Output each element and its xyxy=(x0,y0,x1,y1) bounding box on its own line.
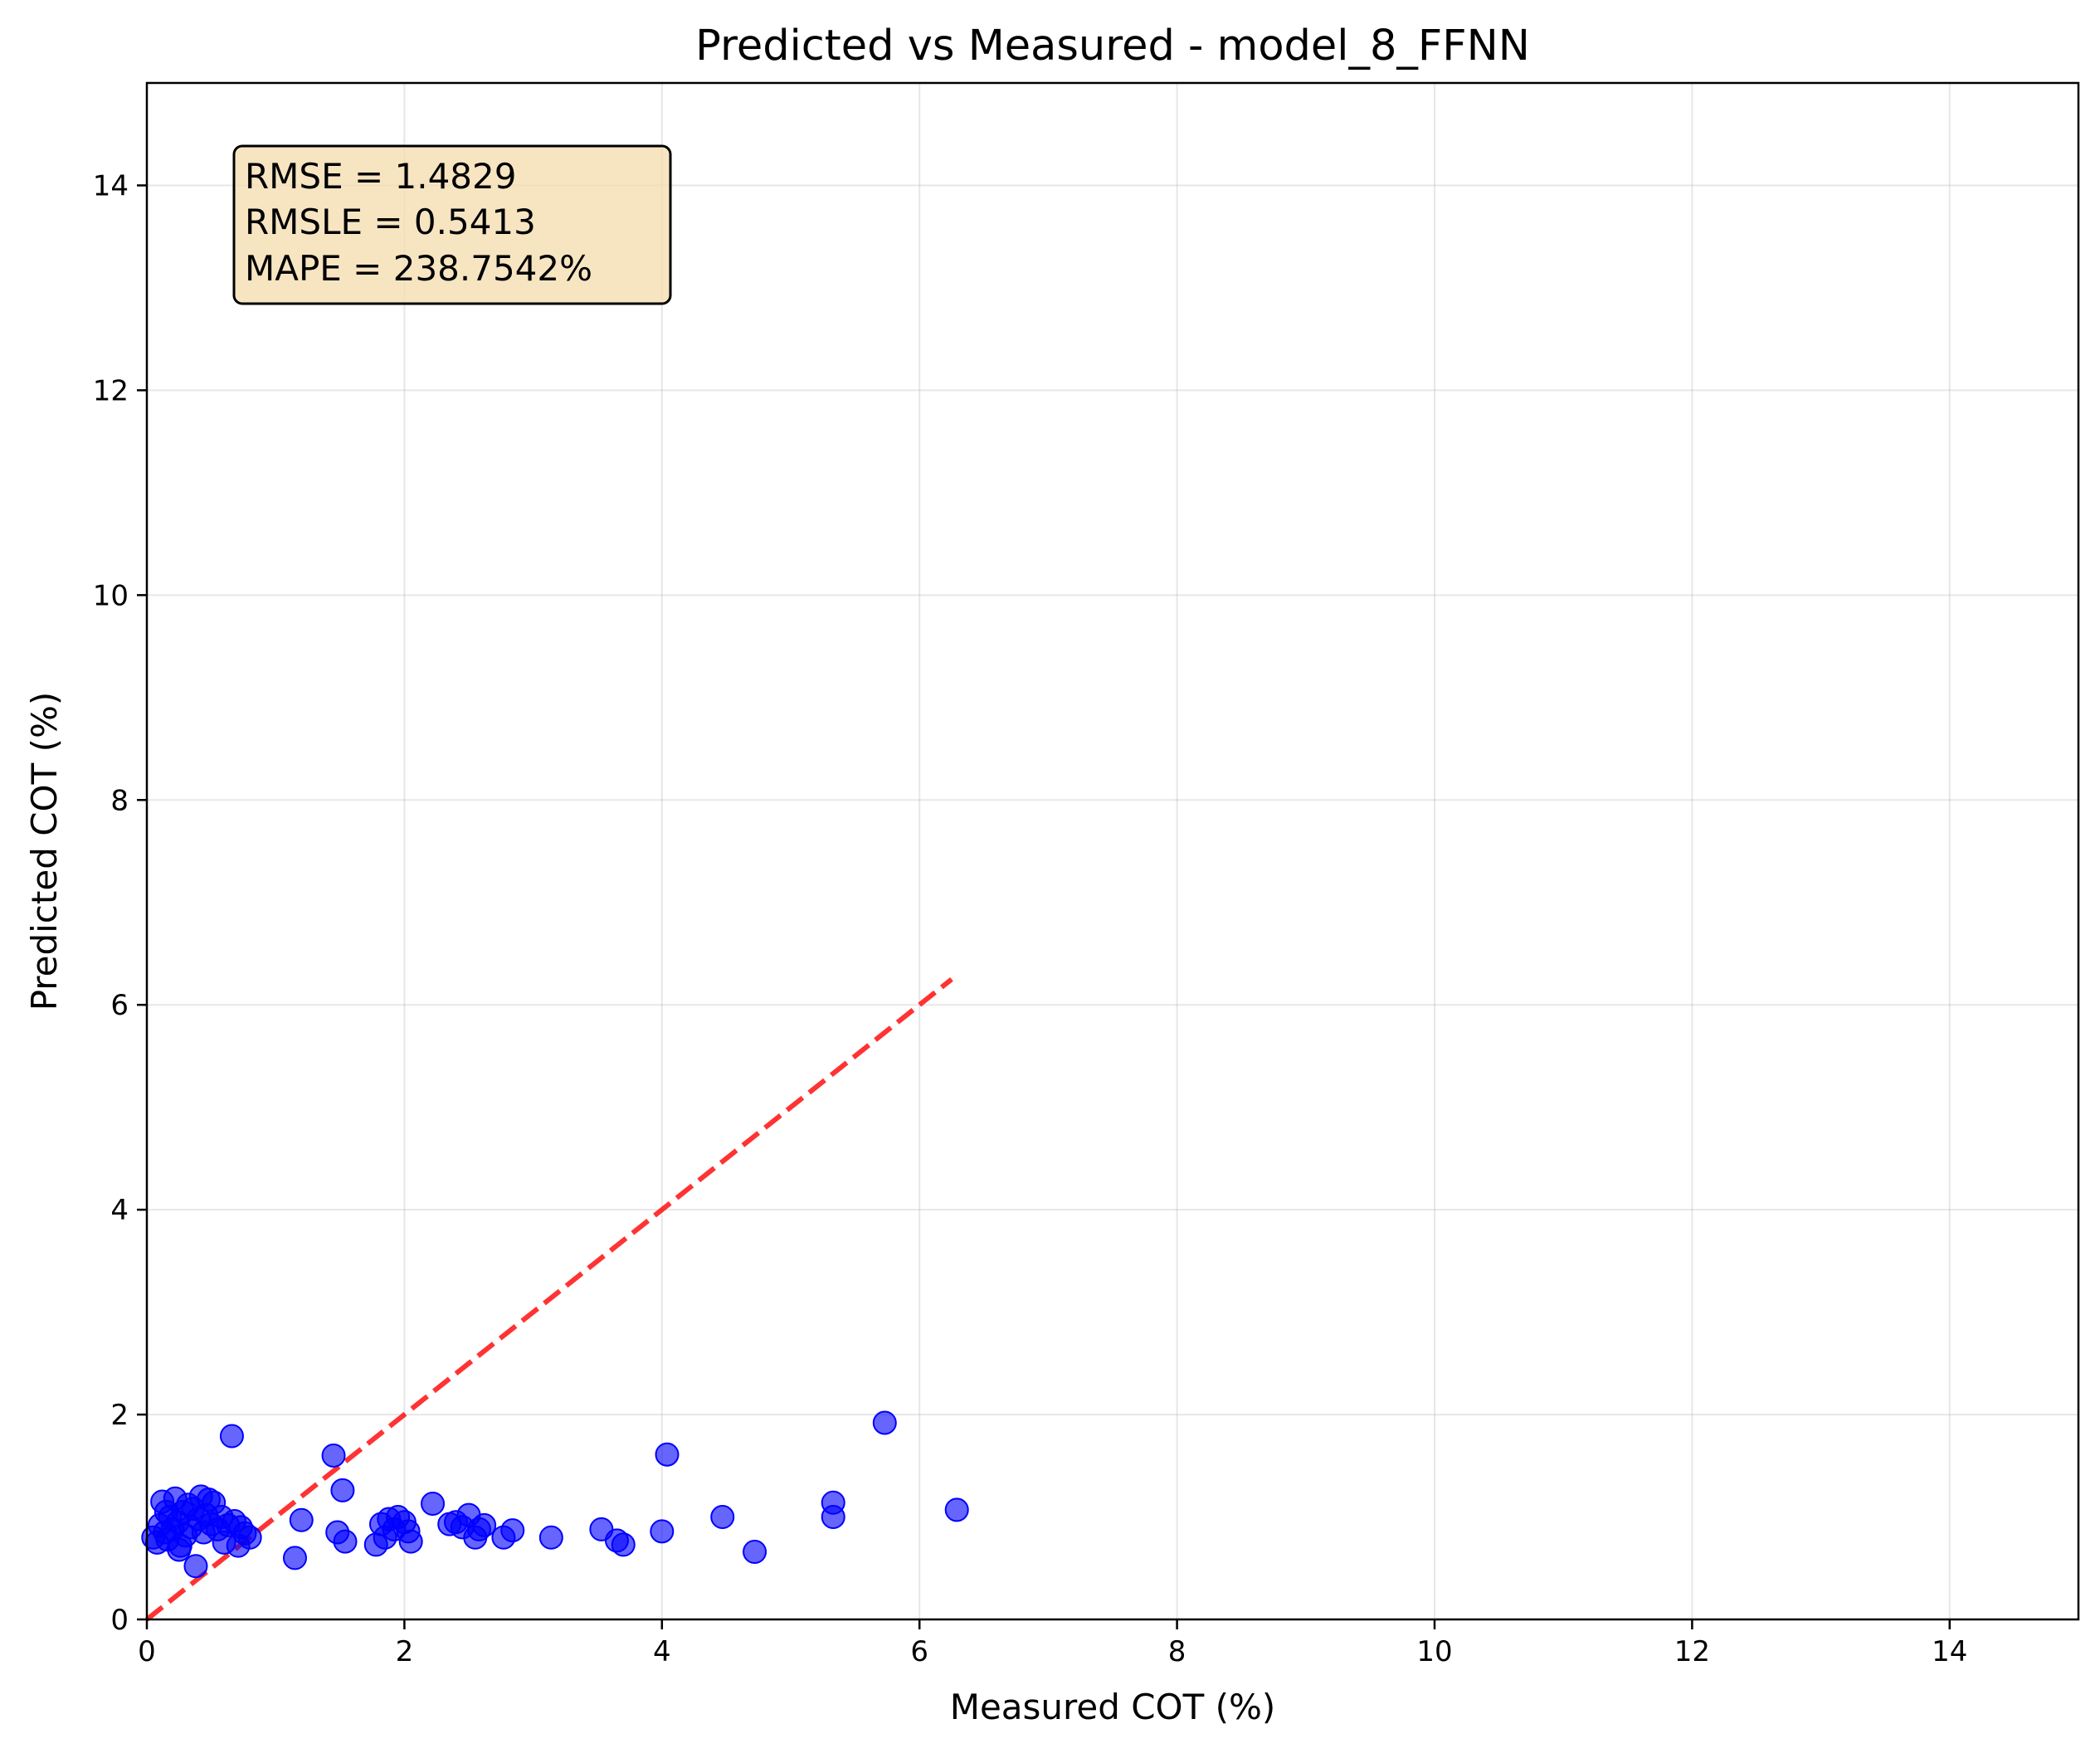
y-tick-label: 6 xyxy=(110,989,129,1022)
data-point xyxy=(183,1554,208,1579)
x-tick-label: 0 xyxy=(138,1635,156,1668)
data-point xyxy=(398,1529,423,1554)
x-tick-label: 10 xyxy=(1416,1635,1452,1668)
x-tick-label: 4 xyxy=(653,1635,671,1668)
x-tick-label: 12 xyxy=(1674,1635,1710,1668)
x-tick-label: 6 xyxy=(910,1635,928,1668)
stats-rmsle: RMSLE = 0.5413 xyxy=(245,202,536,242)
data-point xyxy=(710,1505,735,1530)
data-point xyxy=(333,1529,358,1554)
x-tick-label: 8 xyxy=(1168,1635,1186,1668)
data-point xyxy=(153,1499,178,1524)
data-point xyxy=(321,1443,346,1468)
y-axis-ticks: 0 2 4 6 8 10 12 14 xyxy=(93,169,147,1637)
y-tick-label: 8 xyxy=(110,784,129,817)
y-tick-label: 12 xyxy=(93,374,129,407)
x-axis-label: Measured COT (%) xyxy=(950,1687,1276,1727)
data-point xyxy=(330,1478,355,1502)
data-points xyxy=(141,1410,969,1579)
reference-line xyxy=(145,976,953,1622)
data-point xyxy=(219,1424,244,1449)
data-point xyxy=(655,1442,680,1467)
y-tick-label: 0 xyxy=(110,1604,129,1637)
y-tick-label: 14 xyxy=(93,169,129,202)
chart-title: Predicted vs Measured - model_8_FFNN xyxy=(695,22,1530,71)
data-point xyxy=(743,1540,767,1565)
y-tick-label: 10 xyxy=(93,579,129,612)
data-point xyxy=(289,1507,314,1532)
stats-box: RMSE = 1.4829 RMSLE = 0.5413 MAPE = 238.… xyxy=(232,144,672,305)
stats-mape: MAPE = 238.7542% xyxy=(245,248,592,289)
data-point xyxy=(872,1410,897,1435)
data-point xyxy=(650,1519,675,1544)
x-tick-label: 14 xyxy=(1932,1635,1967,1668)
stats-box-background xyxy=(232,144,672,305)
x-tick-label: 2 xyxy=(396,1635,414,1668)
y-tick-label: 2 xyxy=(110,1399,129,1432)
data-point xyxy=(472,1512,497,1537)
y-axis-label: Predicted COT (%) xyxy=(24,692,65,1011)
y-tick-label: 4 xyxy=(110,1194,129,1227)
data-point xyxy=(237,1525,262,1550)
data-point xyxy=(538,1525,563,1550)
x-axis-ticks: 0 2 4 6 8 10 12 14 xyxy=(138,1619,1967,1668)
plot-frame xyxy=(145,81,2080,1621)
stats-rmse: RMSE = 1.4829 xyxy=(245,156,516,197)
data-point xyxy=(611,1532,636,1557)
data-point xyxy=(944,1497,969,1522)
data-point xyxy=(167,1537,192,1562)
data-point xyxy=(421,1491,446,1516)
data-point xyxy=(282,1546,307,1570)
data-point xyxy=(500,1518,525,1543)
data-point xyxy=(821,1505,845,1530)
